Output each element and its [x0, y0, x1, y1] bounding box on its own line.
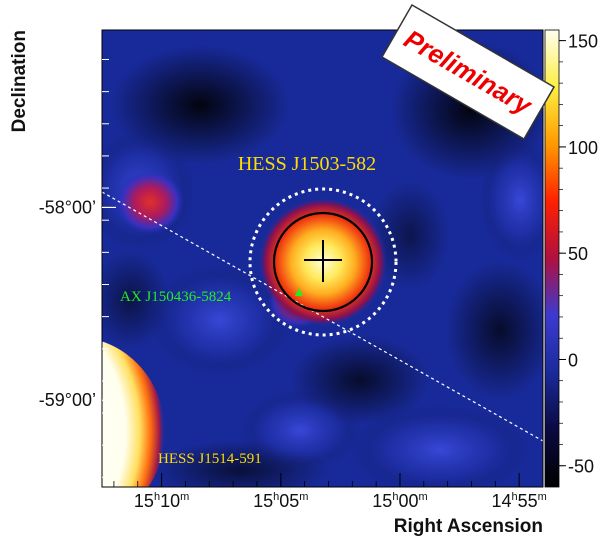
y-tick-label: -59°00’	[39, 390, 96, 410]
blue-region	[480, 140, 543, 260]
colorbar-tick-label: 100	[568, 138, 598, 158]
ax-source-triangle-marker	[295, 288, 303, 296]
colorbar-tick-label: 50	[568, 244, 588, 264]
galactic-plane-line	[101, 191, 544, 442]
preliminary-box	[380, 3, 556, 141]
hotspot-hess-j1514	[102, 341, 165, 487]
colorbar-tick-label: 0	[568, 350, 578, 370]
x-tick-label: 14h55m	[491, 491, 546, 511]
plot-frame	[101, 29, 544, 488]
colorbar-gradient	[544, 29, 560, 488]
colorbar: 150 100 50 0 -50	[544, 29, 598, 488]
colorbar-tick-label: 150	[568, 32, 598, 52]
blue-region	[240, 390, 360, 470]
hotspot-left	[116, 170, 184, 234]
x-tick-label: 15h00m	[372, 491, 427, 511]
x-tick-hours: 15	[253, 491, 273, 511]
x-tick-h-unit: h	[512, 491, 518, 503]
x-axis-label: Right Ascension	[394, 516, 543, 537]
source-region-circle	[248, 187, 398, 337]
x-tick-hours: 15	[134, 491, 154, 511]
blue-region	[350, 405, 530, 487]
x-tick-h-unit: h	[273, 491, 279, 503]
source-extent-circle	[272, 211, 374, 313]
dark-region	[445, 260, 543, 400]
label-ax-j150436: AX J150436-5824	[120, 289, 232, 305]
x-tick-label: 15h05m	[253, 491, 308, 511]
x-tick-minutes: 55	[518, 491, 538, 511]
x-tick-h-unit: h	[154, 491, 160, 503]
y-axis-label: Declination	[9, 30, 30, 132]
x-axis: 15h10m 15h05m 15h00m 14h55m	[113, 473, 547, 511]
colorbar-ticks: 150 100 50 0 -50	[559, 32, 598, 477]
y-tick-label: -58°00’	[39, 197, 96, 217]
x-tick-m-unit: m	[418, 491, 427, 503]
label-hess-j1503: HESS J1503-582	[238, 153, 376, 175]
y-axis: -58°00’ -59°00’	[39, 58, 116, 478]
label-hess-j1514: HESS J1514-591	[158, 451, 262, 467]
x-tick-hours: 14	[491, 491, 511, 511]
x-tick-m-unit: m	[299, 491, 308, 503]
x-tick-minutes: 10	[160, 491, 180, 511]
x-tick-minutes: 00	[398, 491, 418, 511]
colorbar-tick-label: -50	[568, 457, 594, 477]
x-tick-hours: 15	[372, 491, 392, 511]
x-tick-m-unit: m	[180, 491, 189, 503]
dark-region	[370, 180, 450, 290]
x-tick-label: 15h10m	[134, 491, 189, 511]
x-tick-h-unit: h	[392, 491, 398, 503]
x-tick-minutes: 05	[279, 491, 299, 511]
blue-region	[150, 265, 290, 375]
x-tick-m-unit: m	[538, 491, 547, 503]
